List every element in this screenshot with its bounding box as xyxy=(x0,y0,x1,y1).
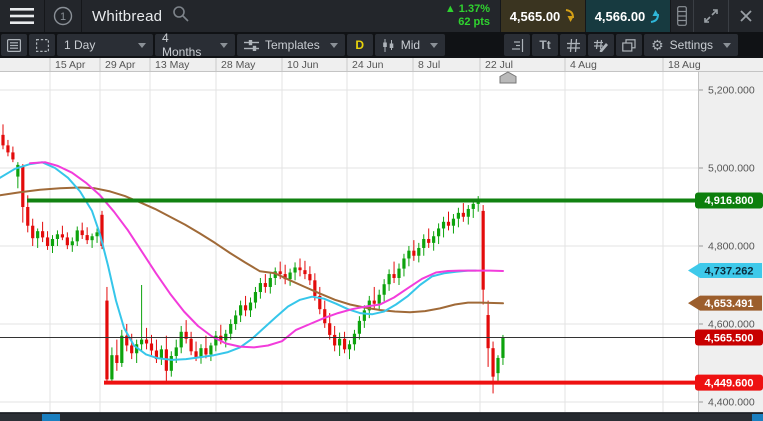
buy-price: 4,566.00 xyxy=(594,8,646,24)
price-axis-icon[interactable] xyxy=(504,34,531,56)
draw-tool-icon[interactable] xyxy=(588,34,615,56)
watchlist-icon[interactable] xyxy=(1,34,27,56)
change-percent: ▲ 1.37% xyxy=(444,3,490,15)
timeline-segment-active xyxy=(42,414,60,421)
range-value: 4 Months xyxy=(162,31,202,59)
windows-cascade-icon[interactable] xyxy=(616,34,643,56)
interval-badge[interactable]: D xyxy=(346,34,373,56)
order-ladder-icon[interactable] xyxy=(671,0,693,32)
templates-dropdown[interactable]: Templates xyxy=(237,34,345,56)
divider xyxy=(693,0,694,32)
svg-text:5,000.000: 5,000.000 xyxy=(708,163,755,175)
svg-text:24 Jun: 24 Jun xyxy=(352,59,384,71)
timeframe-value: 1 Day xyxy=(64,38,96,52)
buy-price-button[interactable]: 4,566.00 xyxy=(585,0,671,32)
info-icon[interactable]: 1 xyxy=(45,0,81,32)
svg-text:4,449.600: 4,449.600 xyxy=(705,377,754,389)
timeline-segment xyxy=(180,414,350,421)
text-tool-icon[interactable]: Tt xyxy=(532,34,559,56)
price-tag: 4,916.800 xyxy=(695,192,763,209)
svg-text:18 Aug: 18 Aug xyxy=(668,59,701,71)
sliders-icon xyxy=(244,39,259,51)
svg-text:4,600.000: 4,600.000 xyxy=(708,319,755,331)
date-axis-labels: 15 Apr 29 Apr 13 May 28 May 10 Jun 24 Jun 8 Ju… xyxy=(55,59,701,71)
price-chart[interactable]: 4,737.262 4,653.491 4,916.800 4,449.600 4,56… xyxy=(0,58,763,412)
close-icon[interactable] xyxy=(729,0,763,32)
svg-text:28 May: 28 May xyxy=(221,59,256,71)
gridlines xyxy=(0,58,703,412)
instrument-name: Whitbread xyxy=(92,7,163,25)
svg-text:4,653.491: 4,653.491 xyxy=(705,298,754,310)
price-up-arrow-icon xyxy=(651,10,660,23)
divider xyxy=(81,0,82,32)
svg-text:4,800.000: 4,800.000 xyxy=(708,241,755,253)
chevron-down-icon xyxy=(329,42,338,48)
search-icon[interactable] xyxy=(172,5,189,27)
candles xyxy=(1,124,505,394)
date-marker[interactable] xyxy=(499,71,517,84)
price-down-arrow-icon xyxy=(566,9,575,22)
timeline-segment xyxy=(580,414,752,421)
timeline-segment xyxy=(350,414,580,421)
svg-text:4,916.800: 4,916.800 xyxy=(705,195,754,207)
price-axis-labels: 5,200.000 5,000.000 4,800.000 4,600.000 4,40… xyxy=(708,85,755,409)
svg-text:4,737.262: 4,737.262 xyxy=(705,265,754,277)
svg-text:4,400.000: 4,400.000 xyxy=(708,397,755,409)
svg-text:5,200.000: 5,200.000 xyxy=(708,85,755,97)
divider xyxy=(728,0,729,32)
gear-icon: ⚙ xyxy=(651,37,664,53)
price-type-value: Mid xyxy=(400,38,421,52)
timeline-segment-active xyxy=(752,414,763,421)
svg-text:15 Apr: 15 Apr xyxy=(55,59,86,71)
sell-price-button[interactable]: 4,565.00 xyxy=(500,0,585,32)
price-tag: 4,449.600 xyxy=(695,374,763,391)
chevron-down-icon xyxy=(220,42,228,48)
chart-toolbar: 1 Day 4 Months Templates D Mid Tt xyxy=(0,31,763,59)
svg-text:29 Apr: 29 Apr xyxy=(105,59,136,71)
change-points: 62 pts xyxy=(458,16,490,28)
svg-text:4,565.500: 4,565.500 xyxy=(705,332,754,344)
svg-text:4 Aug: 4 Aug xyxy=(570,59,597,71)
divider xyxy=(44,0,45,32)
timeline-segment xyxy=(60,414,180,421)
price-tag: 4,737.262 xyxy=(688,262,762,278)
date-axis-strip xyxy=(0,58,763,72)
timeframe-dropdown[interactable]: 1 Day xyxy=(57,34,153,56)
svg-text:10 Jun: 10 Jun xyxy=(287,59,319,71)
timeline-scrollbar[interactable] xyxy=(0,412,763,421)
svg-text:22 Jul: 22 Jul xyxy=(485,59,513,71)
price-change: ▲ 1.37% 62 pts xyxy=(435,0,500,32)
settings-dropdown[interactable]: ⚙ Settings xyxy=(644,34,738,56)
ma-slow-brown xyxy=(0,186,504,314)
chevron-down-icon xyxy=(430,42,439,48)
price-type-dropdown[interactable]: Mid xyxy=(374,34,446,56)
timeline-segment xyxy=(0,414,42,421)
title-bar: 1 Whitbread ▲ 1.37% 62 pts 4,565.00 4,56… xyxy=(0,0,763,32)
price-tag: 4,565.500 xyxy=(695,329,763,346)
range-dropdown[interactable]: 4 Months xyxy=(155,31,235,59)
price-axis-strip xyxy=(698,71,763,412)
templates-label: Templates xyxy=(265,38,320,52)
svg-text:13 May: 13 May xyxy=(155,59,190,71)
expand-icon[interactable] xyxy=(694,0,728,32)
layout-grid-icon[interactable] xyxy=(29,34,55,56)
settings-label: Settings xyxy=(669,38,713,52)
menu-icon[interactable] xyxy=(0,0,44,32)
grid-icon[interactable] xyxy=(560,34,587,56)
svg-text:8 Jul: 8 Jul xyxy=(418,59,440,71)
plot-background xyxy=(0,58,763,412)
sell-price: 4,565.00 xyxy=(509,8,561,24)
chevron-down-icon xyxy=(723,42,731,48)
chevron-down-icon xyxy=(138,42,146,48)
candlestick-icon xyxy=(382,38,394,52)
svg-text:1: 1 xyxy=(60,11,66,23)
ma-fast-magenta xyxy=(29,161,504,349)
price-tag: 4,653.491 xyxy=(688,295,762,311)
